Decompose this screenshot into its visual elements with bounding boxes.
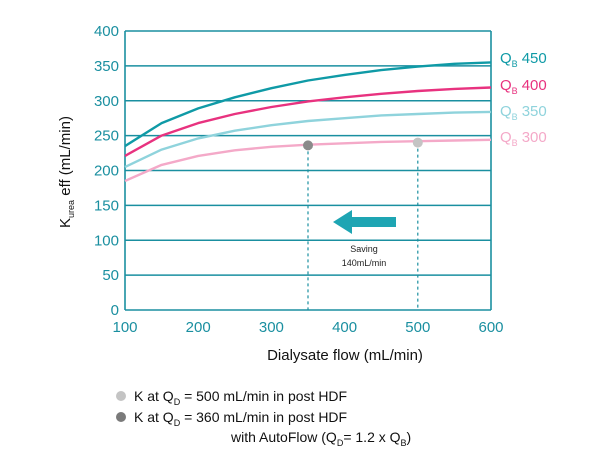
- y-tick-label-50: 50: [102, 267, 119, 284]
- legend-line3-c: ): [407, 429, 412, 445]
- series-label-qb-450: QB 450: [500, 50, 547, 69]
- series-label-qb-300: QB 300: [500, 129, 547, 148]
- series-label-qb-400: QB 400: [500, 77, 547, 96]
- y-tick-labels: 0 50 100 150 200 250 300 350 400: [94, 23, 119, 319]
- legend-marker-dark: [116, 412, 126, 422]
- x-tick-label-400: 400: [332, 319, 357, 336]
- y-tick-label-200: 200: [94, 163, 119, 180]
- x-tick-labels: 100 200 300 400 500 600: [112, 319, 503, 336]
- saving-annotation: Saving 140mL/min: [333, 210, 396, 268]
- legend-line3-sub-d: D: [337, 438, 344, 448]
- legend: K at QD = 500 mL/min in post HDF K at QD…: [116, 388, 411, 448]
- legend-line3-b: = 1.2 x Q: [343, 429, 400, 445]
- legend-entry-dark-line2: with AutoFlow (QD= 1.2 x QB): [230, 429, 411, 448]
- y-axis-title: Kurea eff (mL/min): [57, 116, 76, 228]
- y-tick-label-100: 100: [94, 232, 119, 249]
- saving-label-line2: 140mL/min: [342, 258, 387, 268]
- series-line-qb-400: [124, 86, 492, 157]
- saving-label-line1: Saving: [350, 244, 378, 254]
- legend-entry-light: K at QD = 500 mL/min in post HDF: [134, 388, 347, 407]
- series-label-qb-350: QB 350: [500, 103, 547, 122]
- legend-dark-text-a: K at Q: [134, 409, 174, 425]
- x-tick-label-600: 600: [478, 319, 503, 336]
- series-labels: QB 450 QB 400 QB 350 QB 300: [500, 50, 547, 148]
- legend-dark-subscript: D: [174, 418, 181, 428]
- legend-light-subscript: D: [174, 397, 181, 407]
- dark-grey-point: [303, 140, 313, 151]
- y-axis-title-rest: eff (mL/min): [57, 116, 74, 200]
- y-tick-label-150: 150: [94, 197, 119, 214]
- legend-light-text-b: = 500 mL/min in post HDF: [180, 388, 347, 404]
- x-tick-label-300: 300: [259, 319, 284, 336]
- y-axis-title-main: K: [57, 218, 74, 228]
- series-line-qb-450: [124, 61, 492, 148]
- y-tick-label-400: 400: [94, 23, 119, 40]
- x-tick-label-100: 100: [112, 319, 137, 336]
- y-tick-label-350: 350: [94, 58, 119, 75]
- legend-entry-dark: K at QD = 360 mL/min in post HDF: [134, 409, 347, 428]
- legend-line3-sub-b: B: [401, 438, 407, 448]
- y-tick-label-0: 0: [111, 302, 119, 319]
- legend-light-text-a: K at Q: [134, 388, 174, 404]
- x-tick-label-500: 500: [405, 319, 430, 336]
- legend-dark-text-b: = 360 mL/min in post HDF: [180, 409, 347, 425]
- saving-arrow: [333, 210, 396, 234]
- markers: [303, 137, 423, 310]
- y-tick-label-300: 300: [94, 93, 119, 110]
- y-tick-label-250: 250: [94, 128, 119, 145]
- series-line-qb-350: [124, 110, 492, 169]
- legend-marker-light: [116, 391, 126, 401]
- grid: [125, 30, 491, 311]
- y-axis-title-subscript: urea: [66, 200, 76, 218]
- legend-line3-a: with AutoFlow (Q: [230, 429, 337, 445]
- axes: [124, 31, 492, 310]
- light-grey-point: [412, 137, 423, 148]
- x-tick-label-200: 200: [186, 319, 211, 336]
- x-axis-title: Dialysate flow (mL/min): [267, 347, 423, 364]
